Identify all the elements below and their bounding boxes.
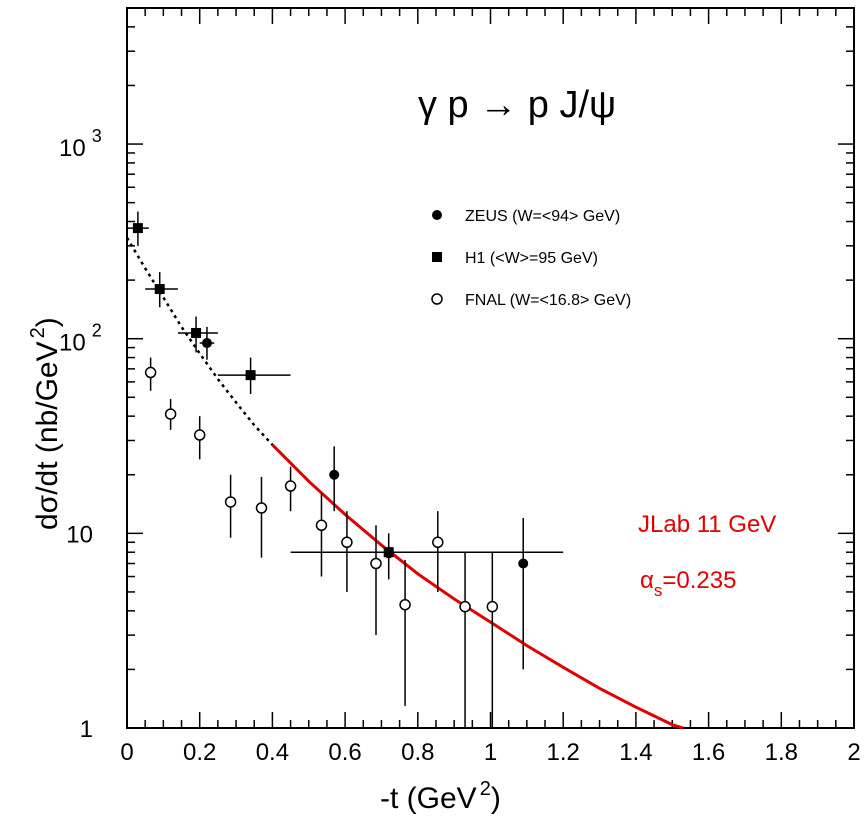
zeus-marker — [329, 469, 340, 480]
h1-marker — [383, 547, 394, 558]
reaction-label: γ p → p J/ψ — [418, 84, 616, 126]
fnal-marker — [399, 598, 411, 611]
fnal-marker — [224, 496, 237, 508]
x-axis-title-close: ) — [491, 782, 501, 815]
zeus-point — [329, 446, 340, 512]
h1-point — [217, 357, 291, 394]
fnal-marker — [432, 536, 444, 549]
fnal-point — [255, 476, 268, 558]
fnal-point — [144, 357, 157, 391]
fnal-point — [341, 511, 353, 592]
h1-marker — [154, 284, 165, 295]
fnal-point — [459, 552, 471, 728]
fnal-marker — [144, 366, 157, 379]
legend-label-zeus: ZEUS (W=<94> GeV) — [465, 208, 620, 225]
fnal-marker — [459, 600, 471, 613]
theory-curve-solid — [271, 443, 684, 730]
legend: ZEUS (W=<94> GeV) H1 (<W>=95 GeV) FNAL (W=… — [431, 208, 631, 309]
fnal-point — [193, 416, 206, 460]
zeus-marker — [518, 558, 529, 569]
data-points — [127, 211, 564, 728]
x-tick-label: 0.4 — [256, 739, 289, 766]
legend-entry-fnal: FNAL (W=<16.8> GeV) — [431, 292, 631, 309]
fnal-marker — [284, 480, 297, 492]
y-tick-label-exp: 3 — [92, 126, 102, 146]
x-tick-label: 1 — [484, 739, 497, 766]
legend-marker-fnal — [431, 293, 443, 305]
y-tick-label-base: 10 — [59, 135, 86, 162]
fnal-marker — [341, 536, 353, 549]
theory-curve-dashed — [125, 237, 274, 446]
y-tick-label: 10 3 — [59, 126, 102, 162]
x-axis-title-main: -t (GeV — [380, 782, 477, 815]
x-tick-label: 1.4 — [619, 739, 652, 766]
fnal-point — [432, 511, 444, 592]
legend-marker-h1 — [432, 252, 442, 262]
legend-entry-h1: H1 (<W>=95 GeV) — [432, 250, 598, 267]
y-tick-label: 1 — [80, 716, 93, 743]
x-tick-label: 0.8 — [401, 739, 434, 766]
x-tick-label: 1.8 — [765, 739, 798, 766]
x-tick-label: 0.2 — [183, 739, 216, 766]
zeus-point — [199, 326, 215, 360]
zeus-marker — [201, 338, 212, 349]
y-axis-title-main: dσ/dt (nb/GeV — [31, 341, 64, 530]
x-axis-title-sup: 2 — [480, 778, 491, 800]
fnal-marker — [315, 519, 328, 532]
x-tick-label: 0 — [120, 739, 133, 766]
fnal-marker — [193, 429, 206, 441]
x-tick-label: 2 — [847, 739, 860, 766]
fnal-point — [315, 493, 328, 577]
fnal-point — [164, 399, 177, 430]
fnal-marker — [370, 557, 382, 570]
alpha-subscript: s — [654, 581, 663, 600]
zeus-point — [518, 517, 529, 670]
y-tick-label-base: 10 — [59, 330, 86, 357]
x-tick-label: 1.6 — [692, 739, 725, 766]
fnal-marker — [486, 600, 499, 613]
h1-point — [145, 272, 178, 308]
theory-curve — [125, 237, 684, 730]
h1-point — [177, 316, 218, 353]
x-tick-labels: 0 0.2 0.4 0.6 0.8 1 1.2 1.4 1.6 1.8 2 — [120, 739, 860, 766]
legend-marker-zeus — [432, 210, 442, 220]
alpha-value: =0.235 — [662, 567, 736, 594]
jlab-annotation: JLab 11 GeV — [638, 511, 776, 538]
fnal-marker — [164, 408, 177, 420]
fnal-point — [486, 552, 499, 728]
fnal-point — [399, 559, 411, 706]
alpha-symbol: α — [640, 567, 654, 594]
legend-label-h1: H1 (<W>=95 GeV) — [465, 250, 598, 267]
h1-marker — [132, 223, 143, 234]
h1-marker — [245, 370, 256, 381]
fnal-marker — [255, 502, 268, 514]
x-tick-label: 1.2 — [547, 739, 580, 766]
x-axis-title: -t (GeV 2) — [380, 778, 501, 815]
h1-marker — [191, 327, 202, 338]
axis-ticks — [126, 7, 855, 729]
fnal-point — [284, 466, 297, 512]
y-tick-label: 10 2 — [59, 321, 102, 357]
fnal-point — [370, 525, 382, 636]
y-axis-title-close: ) — [31, 317, 64, 327]
y-axis-title-sup: 2 — [27, 327, 49, 338]
y-axis-title: dσ/dt (nb/GeV 2) — [27, 317, 64, 530]
h1-point — [127, 211, 149, 246]
legend-entry-zeus: ZEUS (W=<94> GeV) — [432, 208, 620, 225]
fnal-point — [224, 474, 237, 538]
y-tick-label: 10 — [66, 521, 93, 548]
alpha-annotation: αs=0.235 — [640, 567, 736, 600]
x-tick-label: 0.6 — [328, 739, 361, 766]
legend-label-fnal: FNAL (W=<16.8> GeV) — [465, 292, 631, 309]
y-tick-labels: 1 10 10 2 10 3 — [59, 126, 102, 743]
y-tick-label-exp: 2 — [92, 321, 102, 341]
h1-point — [290, 544, 564, 562]
